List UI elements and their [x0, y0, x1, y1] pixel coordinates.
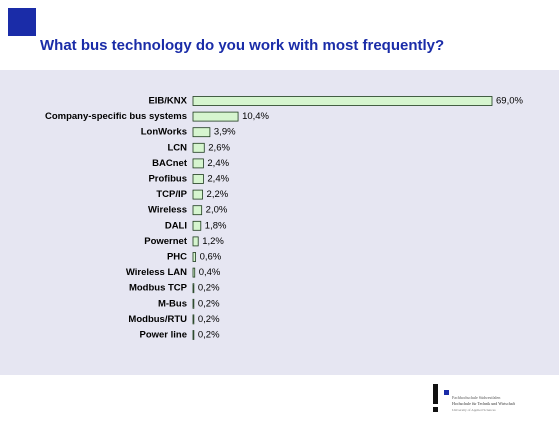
plot-panel: [0, 70, 559, 375]
category-label: LonWorks: [141, 127, 187, 138]
category-label: Powernet: [144, 236, 188, 247]
logo-square: [444, 390, 449, 395]
bar: [192, 158, 204, 169]
category-label: Modbus/RTU: [128, 314, 187, 325]
value-label: 1,8%: [205, 220, 227, 231]
category-label: Profibus: [148, 174, 187, 185]
category-label: EIB/KNX: [148, 96, 187, 107]
bar: [192, 236, 199, 247]
category-label: TCP/IP: [156, 189, 187, 200]
category-label: Wireless LAN: [126, 267, 187, 278]
bar: [192, 127, 211, 138]
bar: [192, 96, 493, 106]
logo: Fachhochschule Südwestfalen Hochschule f…: [433, 384, 516, 412]
category-label: Power line: [139, 330, 187, 341]
category-label: M-Bus: [158, 298, 187, 309]
value-label: 2,4%: [207, 174, 229, 185]
bar: [192, 220, 202, 231]
category-label: DALI: [165, 220, 187, 231]
value-label: 1,2%: [202, 236, 224, 247]
value-label: 10,4%: [242, 111, 269, 122]
category-label: BACnet: [152, 158, 188, 169]
value-label: 2,4%: [207, 158, 229, 169]
value-label: 3,9%: [214, 127, 236, 138]
corner-square: [8, 8, 36, 36]
bar: [192, 174, 204, 184]
value-label: 2,0%: [206, 205, 228, 216]
bar: [192, 267, 196, 278]
bar: [192, 330, 195, 340]
value-label: 0,4%: [199, 267, 221, 278]
logo-text: Hochschule für Technik und Wirtschaft: [452, 401, 516, 406]
logo-dot: [433, 407, 438, 412]
bar: [192, 189, 203, 200]
value-label: 2,2%: [207, 189, 229, 200]
category-label: Company-specific bus systems: [45, 111, 187, 122]
category-label: LCN: [167, 142, 187, 153]
value-label: 0,2%: [198, 283, 220, 294]
value-label: 0,6%: [200, 252, 222, 263]
value-label: 0,2%: [198, 330, 220, 341]
bar: [192, 298, 195, 309]
value-label: 0,2%: [198, 298, 220, 309]
value-label: 0,2%: [198, 314, 220, 325]
bar: [192, 252, 196, 262]
value-label: 69,0%: [496, 96, 523, 107]
bar: [192, 314, 195, 325]
logo-text: Fachhochschule Südwestfalen: [452, 395, 500, 400]
bar: [192, 283, 195, 294]
category-label: Modbus TCP: [129, 283, 188, 294]
bar: [192, 111, 239, 122]
bar: [192, 205, 203, 216]
bar: [192, 142, 205, 153]
chart-title: What bus technology do you work with mos…: [40, 37, 444, 54]
category-label: PHC: [167, 252, 187, 263]
logo-bar: [433, 384, 438, 404]
category-label: Wireless: [148, 205, 187, 216]
value-label: 2,6%: [208, 142, 230, 153]
logo-text: University of Applied Sciences: [452, 408, 496, 412]
